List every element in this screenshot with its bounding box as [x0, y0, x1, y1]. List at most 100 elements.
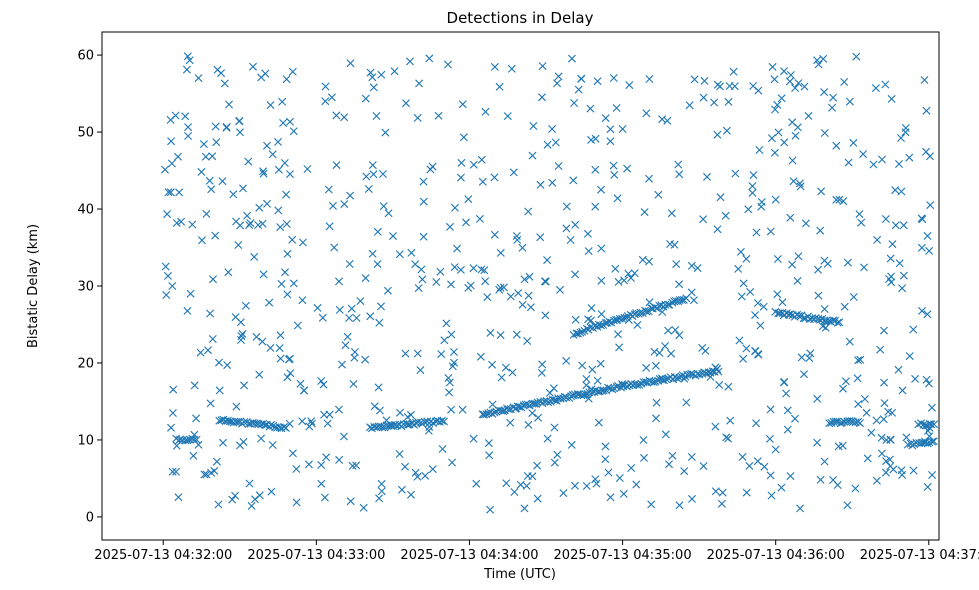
- detection-marker: [259, 270, 268, 279]
- detection-marker: [821, 323, 830, 332]
- detection-marker: [459, 133, 468, 142]
- detection-marker: [583, 229, 592, 238]
- detection-marker: [209, 275, 217, 284]
- detection-marker: [895, 259, 904, 268]
- detection-marker: [601, 442, 610, 451]
- detection-marker: [845, 97, 854, 106]
- detection-marker: [911, 374, 920, 383]
- detection-marker: [215, 386, 224, 395]
- detection-marker: [298, 296, 307, 305]
- detection-marker: [369, 170, 378, 179]
- detection-marker: [675, 501, 684, 510]
- detection-marker: [438, 445, 447, 453]
- detection-marker: [424, 426, 433, 435]
- detection-marker: [520, 275, 529, 284]
- detection-marker: [570, 99, 579, 107]
- detection-marker: [373, 227, 382, 236]
- detection-marker: [440, 336, 449, 345]
- detection-marker: [265, 298, 274, 307]
- detection-marker: [343, 332, 352, 341]
- detection-marker: [274, 137, 282, 146]
- detection-marker: [587, 385, 596, 394]
- detection-marker: [687, 288, 696, 297]
- detection-marker: [259, 169, 268, 178]
- detection-marker: [318, 313, 327, 322]
- detection-marker: [760, 462, 769, 471]
- detection-marker: [632, 480, 641, 489]
- detection-marker: [574, 85, 583, 94]
- detection-marker: [263, 141, 271, 150]
- detection-marker: [756, 321, 765, 330]
- detection-marker: [213, 65, 222, 74]
- detection-marker: [827, 418, 836, 427]
- detection-marker: [593, 77, 602, 86]
- detection-marker: [922, 106, 931, 115]
- detection-marker: [785, 77, 794, 86]
- detection-marker: [675, 170, 684, 179]
- detection-marker: [364, 185, 373, 193]
- detection-marker: [251, 495, 259, 504]
- detection-marker: [680, 374, 689, 383]
- detection-marker: [584, 394, 593, 403]
- detection-marker: [231, 491, 240, 500]
- detection-marker: [381, 128, 390, 137]
- detection-marker: [261, 421, 270, 430]
- detection-marker: [773, 255, 782, 263]
- detection-marker: [401, 349, 410, 358]
- detection-marker: [796, 182, 805, 191]
- detection-marker: [887, 94, 896, 103]
- detection-marker: [562, 224, 571, 233]
- detection-marker: [383, 286, 392, 295]
- detection-marker: [731, 169, 740, 178]
- detection-marker: [538, 360, 547, 369]
- detection-marker: [625, 81, 634, 90]
- x-axis-title: Time (UTC): [483, 567, 556, 582]
- detection-marker: [739, 354, 748, 363]
- detection-marker: [413, 472, 422, 481]
- detection-marker: [606, 125, 615, 134]
- detection-marker: [507, 64, 516, 73]
- detection-marker: [613, 316, 622, 324]
- detection-marker: [525, 272, 534, 281]
- detection-marker: [514, 289, 523, 298]
- chart-title: Detections in Delay: [447, 9, 594, 27]
- detection-marker: [852, 52, 861, 61]
- detection-marker: [288, 67, 297, 76]
- detection-marker: [442, 319, 451, 328]
- detection-marker: [578, 361, 587, 370]
- detection-marker: [543, 140, 552, 149]
- detection-marker: [711, 487, 720, 496]
- detection-marker: [829, 476, 838, 484]
- detection-marker: [164, 188, 173, 197]
- detection-marker: [777, 94, 786, 103]
- detection-marker: [497, 406, 506, 415]
- detection-marker: [737, 292, 746, 301]
- detection-marker: [649, 378, 658, 387]
- detection-marker: [909, 325, 918, 334]
- detection-marker: [654, 190, 663, 199]
- detection-marker: [528, 151, 537, 160]
- detection-marker: [927, 403, 936, 412]
- detection-marker: [788, 156, 797, 165]
- detection-marker: [601, 455, 610, 464]
- detection-marker: [320, 493, 329, 502]
- detection-marker: [238, 329, 247, 338]
- detection-marker: [886, 435, 895, 444]
- detection-marker: [485, 451, 494, 460]
- detection-marker: [254, 221, 263, 229]
- detection-marker: [499, 407, 508, 416]
- detection-marker: [877, 449, 886, 458]
- detection-marker: [181, 112, 190, 121]
- detection-marker: [748, 182, 757, 191]
- detection-marker: [445, 378, 454, 387]
- detection-marker: [884, 407, 893, 416]
- detection-marker: [504, 405, 513, 414]
- detection-marker: [845, 337, 854, 346]
- detection-marker: [716, 193, 725, 202]
- detection-marker: [768, 62, 777, 71]
- detection-marker: [775, 309, 784, 318]
- detection-marker: [902, 433, 911, 442]
- x-tick-label: 2025-07-13 04:36:00: [707, 548, 845, 563]
- detection-marker: [249, 62, 257, 71]
- detection-marker: [252, 332, 261, 341]
